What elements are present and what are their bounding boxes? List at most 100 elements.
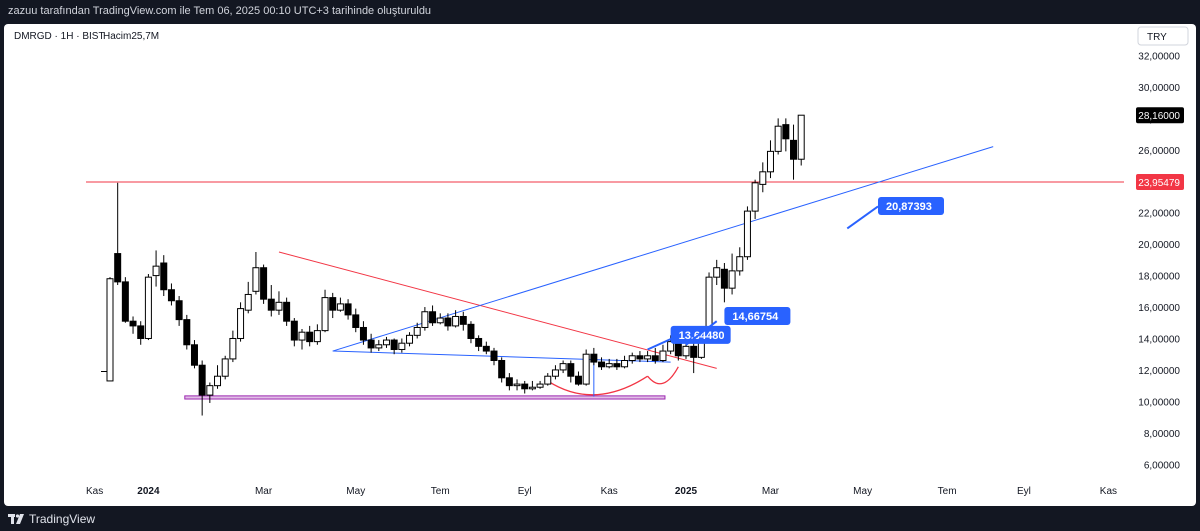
ascending-trendline[interactable] [332, 146, 994, 352]
brand-name: TradingView [29, 512, 96, 526]
candle [221, 355, 229, 380]
candle [736, 247, 744, 276]
candle-body [636, 355, 644, 360]
candle-body [521, 383, 529, 390]
candle-body [198, 364, 206, 396]
callout-box [670, 325, 731, 344]
candle [359, 321, 367, 345]
candle-body [267, 298, 275, 311]
candle-body [621, 359, 629, 368]
candle-body [605, 363, 613, 368]
support-zone [184, 395, 666, 400]
candle-body [137, 325, 145, 339]
candle-body [206, 385, 214, 396]
triangle-base-line[interactable] [332, 350, 671, 363]
candle [536, 380, 544, 389]
callout-box [724, 307, 791, 326]
candle [621, 355, 629, 369]
price-axis[interactable]: 32,0000030,0000028,0000026,0000024,00000… [1136, 51, 1184, 471]
price-tick-label: 30,00000 [1138, 83, 1180, 94]
candle-body [759, 171, 767, 185]
candle [444, 313, 452, 331]
candle-body [644, 355, 652, 360]
candle [413, 322, 421, 339]
currency-button-frame[interactable] [1137, 26, 1189, 46]
price-tick-label: 20,00000 [1138, 240, 1180, 251]
footer-bar: TradingView [0, 507, 1200, 531]
candlestick-chart[interactable]: 13,64480 14,66754 20,87393 DMRGD · 1H · BI… [4, 24, 1196, 506]
time-tick-label: May [853, 486, 872, 497]
cup-curve[interactable] [547, 375, 648, 396]
time-tick-label: Tem [431, 486, 450, 497]
candle-body [444, 317, 452, 327]
candle-body [528, 386, 536, 390]
candle-body [398, 342, 406, 350]
candle [167, 283, 175, 306]
candle-body [298, 331, 306, 341]
time-tick-label: 2025 [675, 486, 698, 497]
price-tick-label: 18,00000 [1138, 272, 1180, 283]
candle-body [482, 345, 490, 352]
candle [129, 316, 137, 334]
price-tick-label: 16,00000 [1138, 303, 1180, 314]
currency-button[interactable]: TRY [1137, 26, 1189, 46]
candle-body [344, 303, 352, 316]
candle-body [590, 353, 598, 363]
candle [160, 255, 168, 297]
price-callout[interactable]: 20,87393 [846, 196, 944, 230]
candle [214, 365, 222, 389]
candle-body [628, 355, 636, 361]
candle [690, 340, 698, 374]
candle [544, 373, 552, 386]
candle-body [536, 383, 544, 388]
callout-label: 13,64480 [679, 330, 725, 342]
time-tick-label: Eyl [518, 486, 532, 497]
candle [290, 318, 298, 347]
candle-body [751, 182, 759, 212]
candle-body [190, 344, 198, 366]
candle-body [175, 300, 183, 321]
candle-body [774, 125, 782, 152]
price-tick-label: 6,00000 [1144, 460, 1181, 471]
callout-label: 14,66754 [732, 311, 779, 323]
callout-arrow [685, 320, 718, 346]
handle-curve[interactable] [647, 366, 679, 385]
chart-panel[interactable]: 13,64480 14,66754 20,87393 DMRGD · 1H · BI… [4, 24, 1196, 506]
candle-body [382, 339, 390, 346]
candle [367, 333, 375, 353]
candle-body [790, 139, 798, 160]
candle-body [513, 383, 521, 387]
candle [183, 314, 191, 350]
time-tick-label: 2024 [137, 486, 160, 497]
last-price-tag: 28,16000 [1136, 107, 1184, 124]
candle-body [290, 320, 298, 341]
candle [398, 338, 406, 353]
candle-body [559, 363, 567, 371]
candle-body [598, 361, 606, 368]
candle [582, 349, 590, 386]
candle [682, 343, 690, 359]
candle-body [736, 256, 744, 272]
time-tick-label: Mar [762, 486, 780, 497]
candle [598, 357, 606, 370]
candle [521, 380, 529, 394]
candle-body [144, 276, 152, 339]
price-callout[interactable]: 13,64480 [647, 325, 731, 351]
candle-body [436, 317, 444, 324]
candle [436, 313, 444, 325]
candle-body [275, 301, 283, 311]
price-callout[interactable]: 14,66754 [685, 307, 791, 346]
candle-body [183, 319, 191, 346]
candle [198, 360, 206, 416]
tradingview-brand[interactable]: TradingView [8, 512, 95, 526]
last-price-tag-bg [1136, 107, 1184, 124]
candle-body [551, 369, 559, 377]
time-axis[interactable]: Kas 2024 Mar May Tem Eyl Kas 2025 Mar May Tem Eyl Ka… [86, 486, 1117, 497]
candle [797, 114, 805, 166]
candle [390, 338, 398, 355]
candle [743, 206, 751, 260]
symbol-label: DMRGD · 1H · BIST [14, 31, 105, 42]
candle [352, 308, 360, 333]
candle [321, 289, 329, 333]
descending-trendline[interactable] [278, 251, 717, 369]
